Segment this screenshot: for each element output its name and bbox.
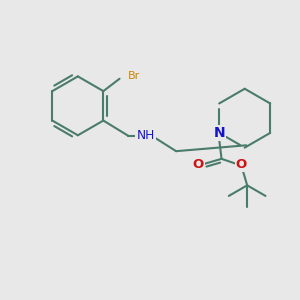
Text: NH: NH [136,129,155,142]
Text: O: O [236,158,247,171]
Text: Br: Br [128,71,140,81]
Text: O: O [192,158,204,171]
Text: N: N [213,126,225,140]
